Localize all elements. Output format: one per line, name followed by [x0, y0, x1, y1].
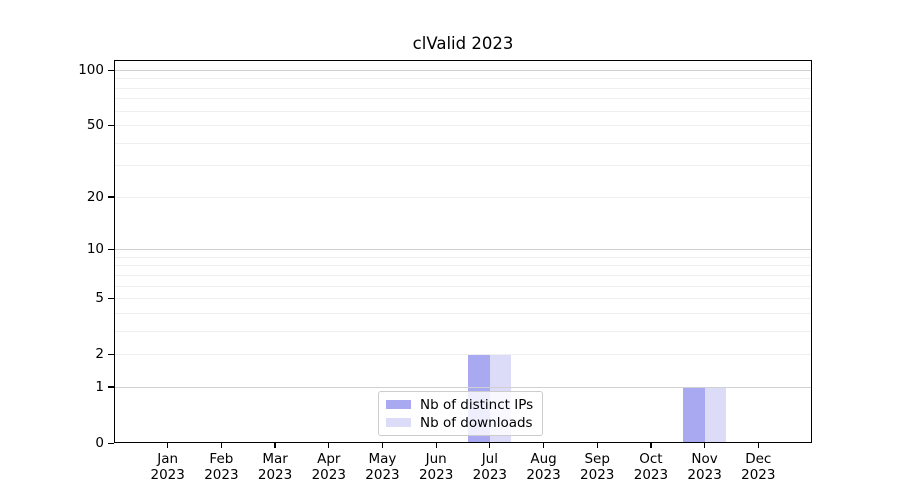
x-tick-month: Aug	[530, 451, 557, 467]
x-tick-month: Jan	[157, 451, 179, 467]
legend-entry-downloads: Nb of downloads	[386, 414, 533, 431]
x-tick-label: Feb 2023	[189, 451, 253, 483]
y-tick-label: 10	[86, 241, 104, 258]
minor-gridline	[115, 312, 811, 314]
x-tick	[381, 443, 384, 448]
x-tick-label: May 2023	[350, 451, 414, 483]
x-tick-year: 2023	[472, 466, 508, 483]
x-tick-label: Oct 2023	[619, 451, 683, 483]
x-tick-year: 2023	[365, 466, 400, 483]
y-tick	[108, 353, 114, 355]
x-tick-label: Jun 2023	[404, 451, 468, 483]
x-tick	[167, 443, 169, 448]
x-tick-label: Nov 2023	[673, 451, 737, 483]
x-tick-year: 2023	[687, 466, 722, 483]
y-tick-label: 100	[78, 62, 104, 78]
x-tick	[596, 443, 598, 448]
x-tick-label: Jul 2023	[458, 451, 522, 483]
minor-gridline	[115, 98, 811, 100]
x-tick-month: Apr	[317, 451, 341, 467]
x-tick	[220, 443, 222, 448]
y-tick	[108, 124, 114, 126]
x-tick-year: 2023	[311, 466, 346, 483]
x-tick-month: Nov	[691, 451, 718, 467]
minor-gridline	[115, 298, 811, 300]
legend-swatch-distinct-ips	[386, 400, 411, 409]
y-tick	[108, 297, 114, 299]
x-tick-year: 2023	[418, 466, 454, 483]
legend-label-distinct-ips: Nb of distinct IPs	[420, 396, 534, 413]
minor-gridline	[115, 354, 811, 356]
x-tick	[757, 443, 759, 448]
x-tick-year: 2023	[526, 466, 561, 483]
x-tick-year: 2023	[741, 466, 776, 483]
legend-entry-distinct-ips: Nb of distinct IPs	[386, 396, 533, 413]
minor-gridline	[115, 125, 811, 127]
x-tick-month: Mar	[262, 451, 288, 467]
minor-gridline	[115, 265, 811, 267]
x-tick-label: Jan 2023	[136, 451, 200, 483]
y-tick-label: 1	[95, 378, 104, 395]
x-tick-label: Dec 2023	[726, 451, 790, 483]
y-tick-label: 2	[95, 346, 104, 363]
bar-downloads	[704, 386, 727, 442]
x-tick-label: Mar 2023	[243, 451, 307, 483]
minor-gridline	[115, 274, 811, 276]
y-tick	[108, 442, 114, 444]
legend: Nb of distinct IPs Nb of downloads	[378, 391, 544, 436]
minor-gridline	[115, 142, 811, 144]
minor-gridline	[115, 110, 811, 112]
x-tick	[704, 443, 706, 448]
x-tick-year: 2023	[257, 466, 293, 483]
major-gridline	[115, 70, 811, 71]
x-tick-month: Oct	[639, 451, 663, 467]
x-tick-label: Apr 2023	[297, 451, 361, 483]
x-tick-month: Dec	[745, 451, 772, 467]
y-tick-label: 20	[86, 188, 104, 205]
x-tick	[489, 443, 491, 448]
legend-label-downloads: Nb of downloads	[420, 414, 533, 431]
minor-gridline	[115, 165, 811, 167]
x-tick-year: 2023	[204, 466, 239, 483]
chart-title: clValid 2023	[412, 34, 514, 53]
x-tick	[542, 443, 545, 448]
y-tick-label: 0	[95, 435, 104, 451]
x-tick-month: Feb	[209, 451, 234, 467]
x-tick	[650, 443, 652, 448]
x-tick	[435, 443, 437, 448]
x-tick-year: 2023	[633, 466, 669, 483]
x-tick-month: Jul	[481, 451, 498, 467]
x-tick-year: 2023	[150, 466, 185, 483]
minor-gridline	[115, 285, 811, 287]
minor-gridline	[115, 330, 811, 332]
y-tick	[108, 248, 114, 250]
y-tick	[108, 69, 114, 71]
x-tick-month: Jun	[425, 451, 447, 467]
x-tick-year: 2023	[580, 466, 615, 483]
minor-gridline	[115, 256, 811, 258]
legend-swatch-downloads	[386, 418, 411, 427]
x-tick	[328, 443, 330, 448]
y-tick	[108, 386, 114, 388]
x-tick-label: Aug 2023	[512, 451, 576, 483]
x-tick-month: Sep	[584, 451, 610, 467]
x-tick-month: May	[368, 451, 397, 467]
y-tick	[108, 196, 114, 198]
minor-gridline	[115, 87, 811, 89]
y-tick-label: 5	[95, 290, 104, 307]
minor-gridline	[115, 196, 811, 198]
x-tick	[274, 443, 276, 448]
bar-distinct-ips	[683, 386, 705, 442]
major-gridline	[115, 386, 811, 388]
major-gridline	[115, 249, 811, 251]
x-tick-label: Sep 2023	[565, 451, 629, 483]
minor-gridline	[115, 78, 811, 80]
y-tick-label: 50	[86, 117, 104, 134]
